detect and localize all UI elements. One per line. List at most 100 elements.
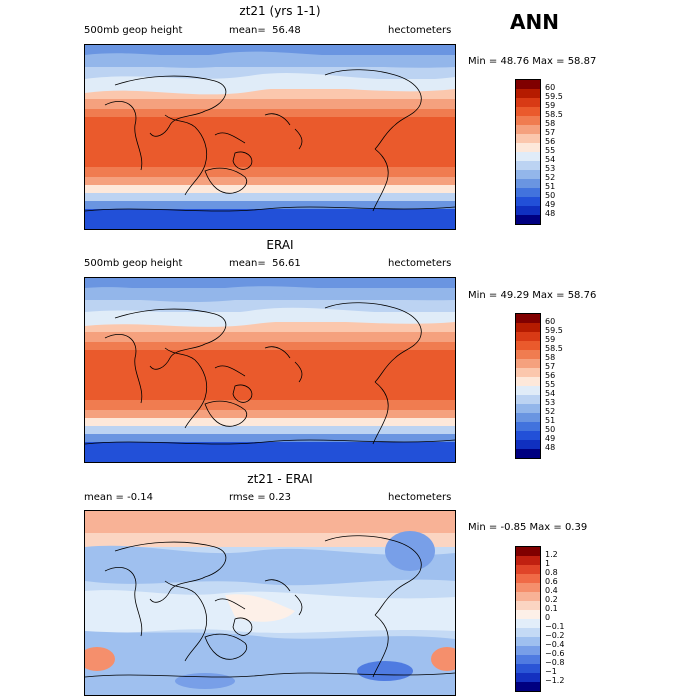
colorbar-label: 49 xyxy=(545,200,556,209)
panel-1-variable: 500mb geop height xyxy=(84,25,183,36)
panel-3-mean: mean = -0.14 xyxy=(84,492,153,503)
colorbar-swatch xyxy=(516,80,540,89)
panel-3-rmse: rmse = 0.23 xyxy=(229,492,292,503)
colorbar-label: −1 xyxy=(545,667,557,676)
colorbar-swatch xyxy=(516,161,540,170)
colorbar-swatch xyxy=(516,341,540,350)
panel-1-colorbar: 60 59.5 59 58.5 58 57 56 55 54 53 52 51 50 49 48 xyxy=(515,79,563,225)
panel-3-title: zt21 - ERAI xyxy=(247,472,313,486)
colorbar-swatch xyxy=(516,646,540,655)
colorbar-swatch xyxy=(516,440,540,449)
panel-1-colorbar-ramp xyxy=(515,79,541,225)
colorbar-label: 48 xyxy=(545,209,556,218)
panel-1-minmax: Min = 48.76 Max = 58.87 xyxy=(468,56,597,67)
colorbar-label: 48 xyxy=(545,443,556,452)
panel-2-title: ERAI xyxy=(266,238,294,252)
colorbar-swatch xyxy=(516,619,540,628)
colorbar-swatch xyxy=(516,350,540,359)
colorbar-swatch xyxy=(516,574,540,583)
colorbar-swatch xyxy=(516,197,540,206)
colorbar-label: 59 xyxy=(545,101,556,110)
panel-1-mean: mean= 56.48 xyxy=(229,25,301,36)
colorbar-swatch xyxy=(516,215,540,224)
colorbar-label: 0.6 xyxy=(545,577,558,586)
colorbar-label: 58 xyxy=(545,119,556,128)
colorbar-swatch xyxy=(516,637,540,646)
colorbar-swatch xyxy=(516,125,540,134)
colorbar-swatch xyxy=(516,404,540,413)
colorbar-label: 59.5 xyxy=(545,92,563,101)
colorbar-label: 1 xyxy=(545,559,551,568)
colorbar-swatch xyxy=(516,359,540,368)
panel-3-field xyxy=(85,511,455,695)
colorbar-swatch xyxy=(516,395,540,404)
panel-2-field xyxy=(85,278,455,462)
colorbar-swatch xyxy=(516,107,540,116)
panel-3-map xyxy=(84,510,456,696)
colorbar-label: 0.4 xyxy=(545,586,558,595)
colorbar-swatch xyxy=(516,664,540,673)
colorbar-label: 53 xyxy=(545,164,556,173)
colorbar-label: −0.6 xyxy=(545,649,565,658)
colorbar-label: 58 xyxy=(545,353,556,362)
colorbar-swatch xyxy=(516,332,540,341)
panel-3-colorbar-ramp xyxy=(515,546,541,692)
colorbar-label: 1.2 xyxy=(545,550,558,559)
colorbar-swatch xyxy=(516,368,540,377)
panel-3-units: hectometers xyxy=(388,492,452,503)
panel-2-map xyxy=(84,277,456,463)
colorbar-swatch xyxy=(516,592,540,601)
colorbar-swatch xyxy=(516,377,540,386)
colorbar-swatch xyxy=(516,547,540,556)
panel-1-map xyxy=(84,44,456,230)
colorbar-label: −0.1 xyxy=(545,622,565,631)
colorbar-label: 55 xyxy=(545,380,556,389)
colorbar-label: −1.2 xyxy=(545,676,565,685)
colorbar-label: 59.5 xyxy=(545,326,563,335)
colorbar-swatch xyxy=(516,89,540,98)
colorbar-label: 55 xyxy=(545,146,556,155)
colorbar-label: −0.8 xyxy=(545,658,565,667)
colorbar-label: 0 xyxy=(545,613,551,622)
colorbar-swatch xyxy=(516,152,540,161)
colorbar-label: 58.5 xyxy=(545,110,563,119)
colorbar-label: 53 xyxy=(545,398,556,407)
panel-2-mean: mean= 56.61 xyxy=(229,258,301,269)
colorbar-swatch xyxy=(516,610,540,619)
panel-1-units: hectometers xyxy=(388,25,452,36)
colorbar-label: 57 xyxy=(545,362,556,371)
panel-2-minmax: Min = 49.29 Max = 58.76 xyxy=(468,290,597,301)
colorbar-swatch xyxy=(516,601,540,610)
panel-2-variable: 500mb geop height xyxy=(84,258,183,269)
colorbar-swatch xyxy=(516,323,540,332)
panel-2-units: hectometers xyxy=(388,258,452,269)
colorbar-swatch xyxy=(516,682,540,691)
panel-3-minmax: Min = -0.85 Max = 0.39 xyxy=(468,522,588,533)
colorbar-swatch xyxy=(516,134,540,143)
panel-3-colorbar: 1.2 1 0.8 0.6 0.4 0.2 0.1 0 −0.1 −0.2 −0.4 −0.6 −0.8… xyxy=(515,546,564,692)
colorbar-swatch xyxy=(516,431,540,440)
colorbar-label: 51 xyxy=(545,182,556,191)
colorbar-label: −0.2 xyxy=(545,631,565,640)
colorbar-label: 54 xyxy=(545,389,556,398)
colorbar-label: 52 xyxy=(545,407,556,416)
colorbar-swatch xyxy=(516,413,540,422)
colorbar-label: 0.2 xyxy=(545,595,558,604)
colorbar-swatch xyxy=(516,314,540,323)
panel-1-title: zt21 (yrs 1-1) xyxy=(239,4,321,18)
colorbar-label: 50 xyxy=(545,191,556,200)
colorbar-swatch xyxy=(516,583,540,592)
colorbar-label: 51 xyxy=(545,416,556,425)
season-label: ANN xyxy=(510,10,559,34)
colorbar-label: 0.8 xyxy=(545,568,558,577)
colorbar-swatch xyxy=(516,179,540,188)
colorbar-swatch xyxy=(516,386,540,395)
colorbar-label: 56 xyxy=(545,137,556,146)
colorbar-label: 59 xyxy=(545,335,556,344)
colorbar-label: 49 xyxy=(545,434,556,443)
colorbar-swatch xyxy=(516,655,540,664)
colorbar-swatch xyxy=(516,98,540,107)
colorbar-swatch xyxy=(516,170,540,179)
colorbar-label: 57 xyxy=(545,128,556,137)
colorbar-swatch xyxy=(516,565,540,574)
